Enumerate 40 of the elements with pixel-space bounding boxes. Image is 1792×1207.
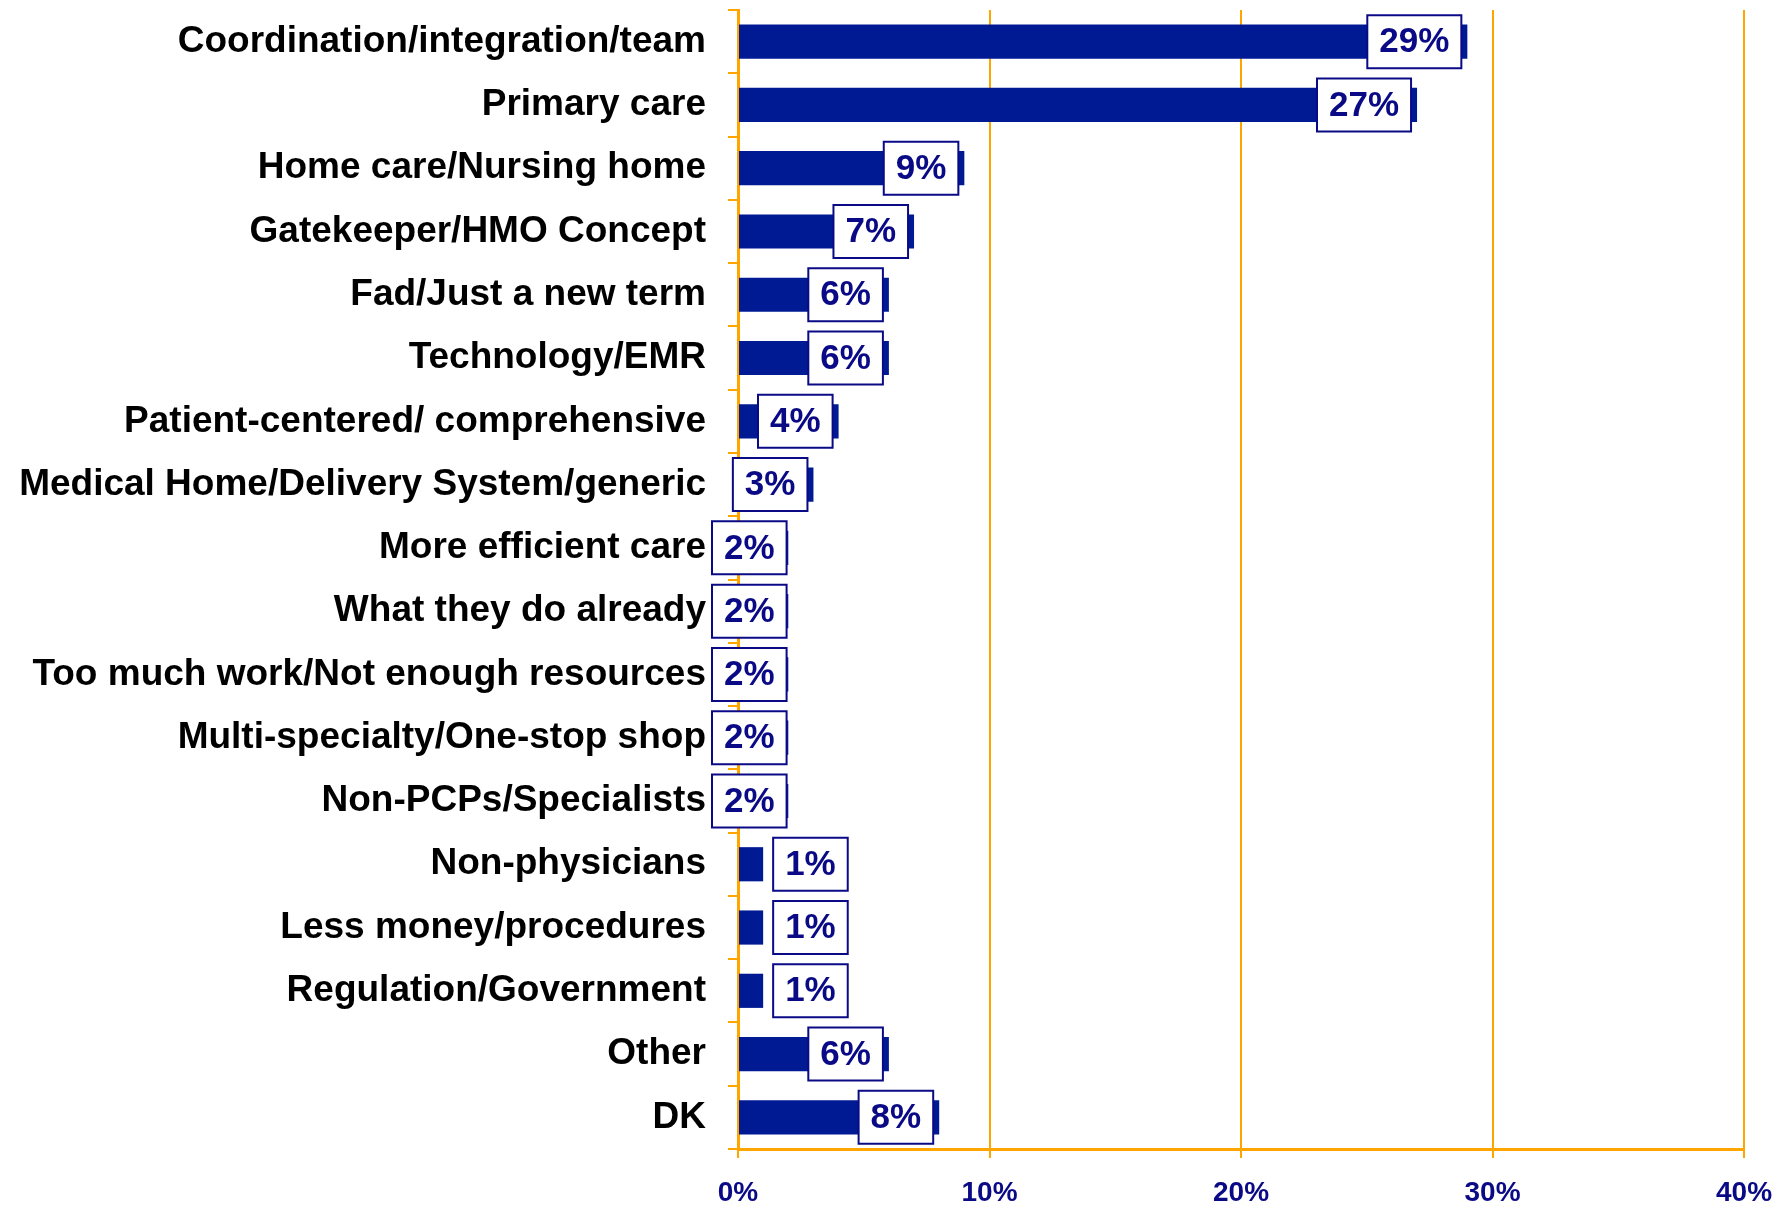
x-tick-label: 30% (1464, 1175, 1521, 1207)
x-tick-label: 0% (717, 1175, 759, 1207)
data-label: 6% (820, 336, 871, 376)
y-tick-label: Coordination/integration/team (177, 18, 706, 60)
data-label: 2% (724, 589, 775, 629)
data-label: 2% (724, 716, 775, 756)
data-label: 2% (724, 779, 775, 819)
data-label: 9% (895, 146, 947, 186)
y-tick-label: Primary care (481, 82, 706, 124)
y-tick-label: Technology/EMR (408, 335, 706, 377)
data-label: 1% (785, 969, 836, 1009)
y-tick-label: Non-physicians (430, 841, 706, 883)
data-label: 27% (1328, 83, 1400, 123)
y-tick-label: What they do already (333, 588, 707, 630)
data-label: 1% (785, 906, 836, 946)
data-label: 8% (870, 1096, 922, 1136)
x-tick-label: 10% (961, 1175, 1018, 1207)
data-label: 29% (1379, 20, 1450, 60)
data-label: 6% (820, 273, 871, 313)
data-label: 4% (770, 399, 821, 439)
y-tick-label: Multi-specialty/One-stop shop (177, 714, 706, 756)
y-tick-label: Non-PCPs/Specialists (321, 778, 706, 820)
y-tick-label: Too much work/Not enough resources (32, 651, 706, 693)
data-label: 2% (724, 526, 775, 566)
y-tick-label: Medical Home/Delivery System/generic (19, 461, 706, 503)
y-tick-label: Patient-centered/ comprehensive (124, 398, 706, 440)
y-tick-label: Gatekeeper/HMO Concept (249, 208, 706, 250)
data-label: 1% (785, 842, 836, 882)
data-label: 7% (845, 210, 897, 250)
data-label: 2% (724, 653, 775, 693)
x-tick-label: 40% (1715, 1175, 1773, 1207)
y-tick-label: More efficient care (379, 525, 706, 567)
x-tick-label: 20% (1212, 1175, 1270, 1207)
y-tick-label: Other (607, 1031, 706, 1073)
y-tick-label: Fad/Just a new term (350, 271, 706, 313)
y-tick-label: Home care/Nursing home (257, 145, 706, 187)
data-label: 6% (820, 1032, 871, 1072)
y-tick-label: DK (652, 1094, 707, 1136)
y-tick-label: Less money/procedures (280, 904, 706, 946)
y-tick-label: Regulation/Government (286, 968, 706, 1010)
